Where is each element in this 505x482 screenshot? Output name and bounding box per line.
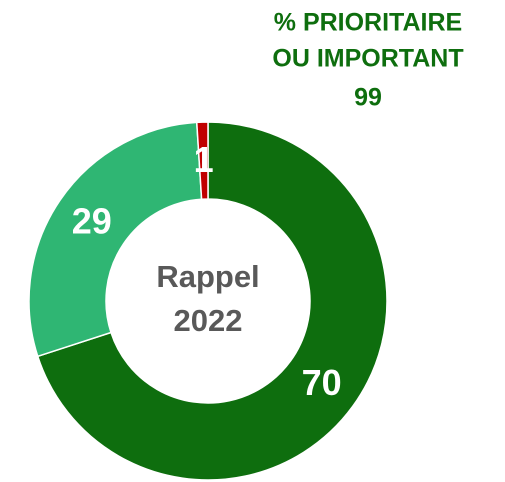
data-label: 70 bbox=[302, 362, 342, 403]
donut-segment bbox=[28, 121, 203, 358]
donut-segment bbox=[36, 121, 388, 481]
center-label: 2022 bbox=[174, 303, 243, 338]
annotation-line: % PRIORITAIRE bbox=[274, 9, 462, 37]
annotation-value: 99 bbox=[354, 84, 382, 112]
center-label: Rappel bbox=[156, 259, 259, 294]
data-label: 29 bbox=[72, 201, 112, 242]
donut-segment bbox=[195, 121, 209, 200]
annotation-line: OU IMPORTANT bbox=[272, 45, 463, 73]
data-label: 1 bbox=[194, 139, 214, 180]
